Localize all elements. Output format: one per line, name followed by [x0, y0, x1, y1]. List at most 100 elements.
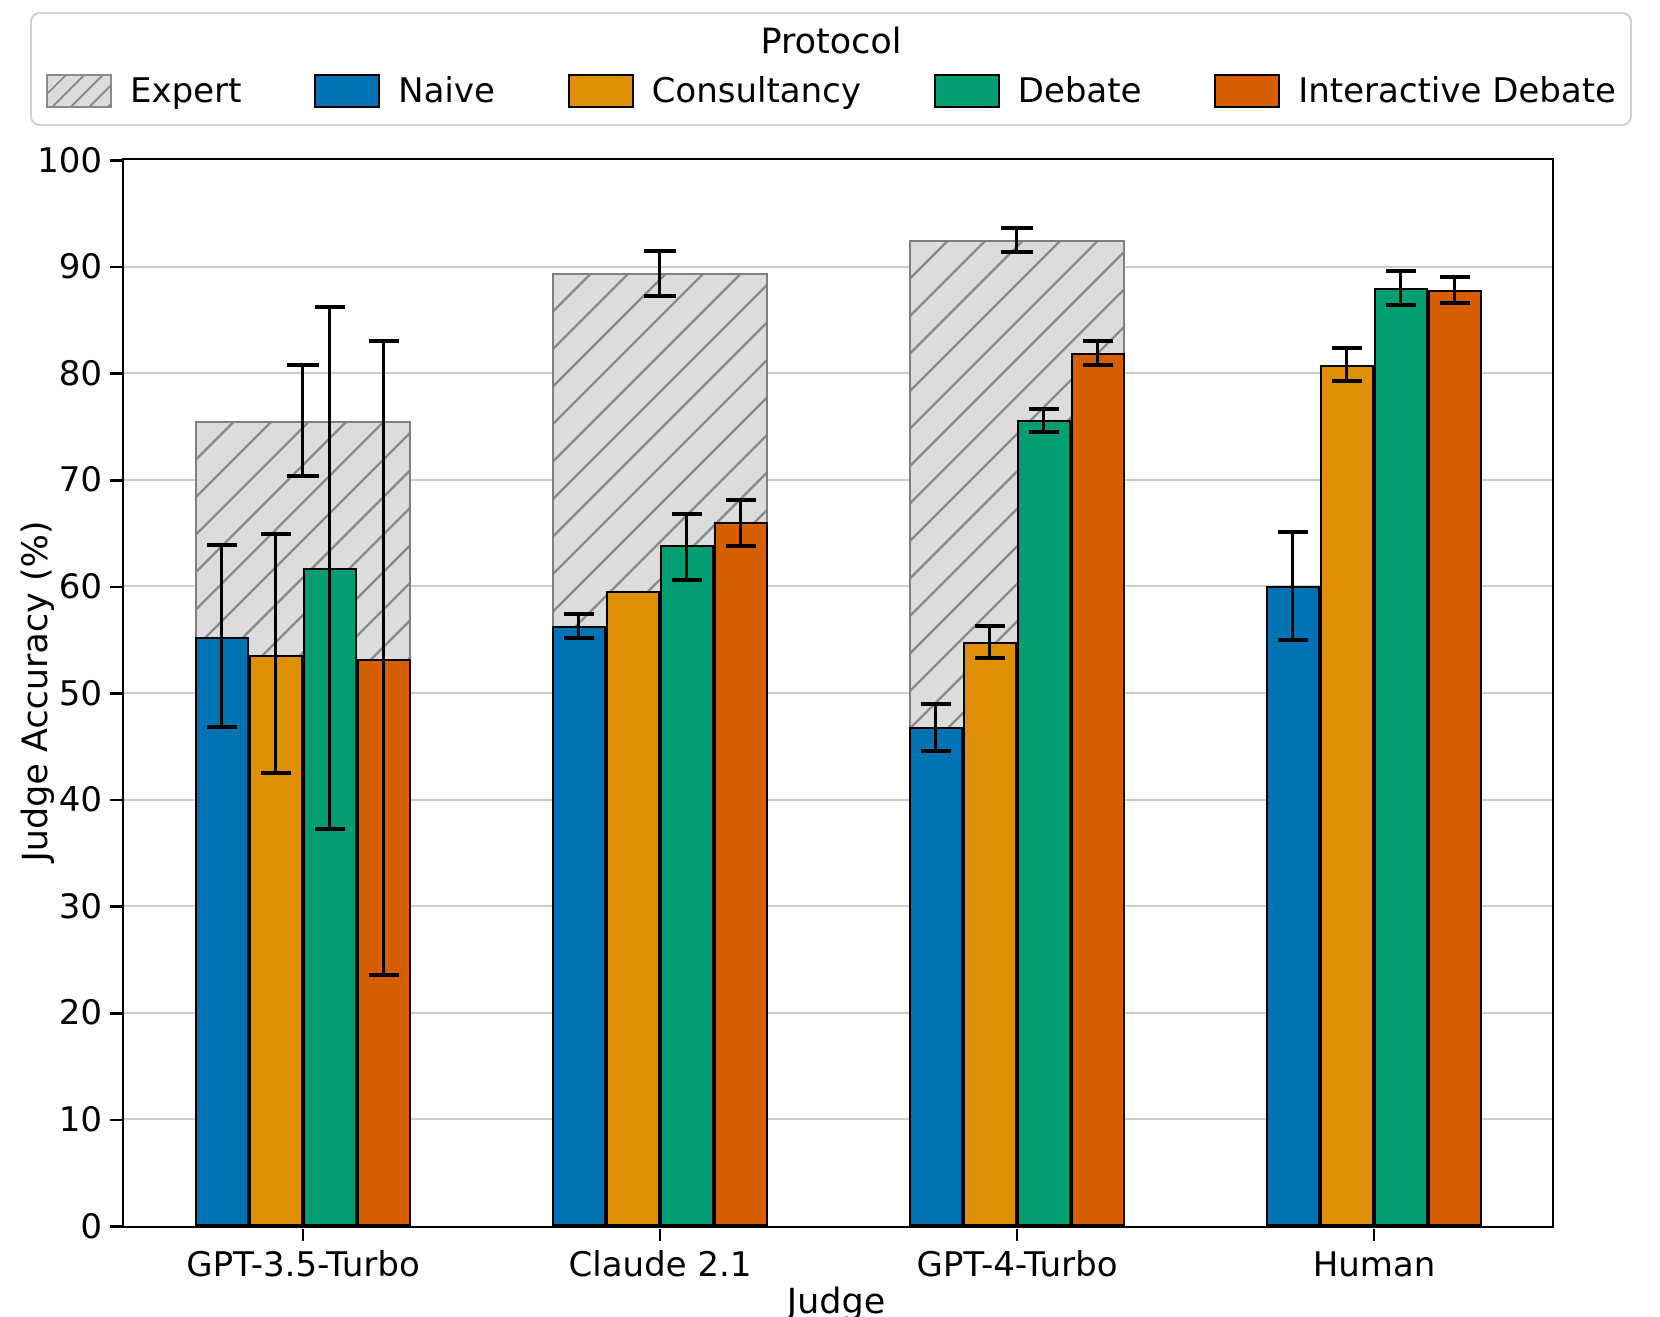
bar-naive-gpt-3-5-turbo	[194, 636, 249, 1226]
errorbar-consultancy-gpt-4-turbo-cap-bottom	[974, 655, 1005, 660]
plot-area	[122, 158, 1554, 1228]
y-tick-label: 50	[58, 673, 102, 714]
legend-label: Consultancy	[651, 71, 861, 111]
legend-swatch-naive-icon	[314, 74, 381, 108]
y-tick-100	[110, 159, 122, 162]
errorbar-naive-claude-2-1-line	[576, 614, 581, 638]
legend: Protocol Expert Naive Consultancy Debate Int…	[30, 12, 1632, 126]
bar-interactive-debate-claude-2-1	[713, 522, 768, 1226]
x-tick-gpt-3-5-turbo	[301, 1229, 305, 1241]
gridline-70	[124, 478, 1552, 481]
errorbar-expert-gpt-3-5-turbo-cap-top	[286, 362, 319, 367]
errorbar-consultancy-gpt-4-turbo-line	[987, 625, 992, 658]
errorbar-debate-gpt-3-5-turbo-cap-top	[314, 305, 345, 310]
y-tick-label: 20	[58, 993, 102, 1034]
errorbar-naive-human-cap-bottom	[1277, 637, 1308, 642]
y-tick-70	[110, 479, 122, 482]
errorbar-naive-gpt-4-turbo-cap-bottom	[920, 748, 951, 753]
errorbar-debate-human-line	[1398, 270, 1403, 305]
errorbar-consultancy-human-cap-top	[1331, 345, 1362, 350]
errorbar-expert-gpt-3-5-turbo-cap-bottom	[286, 473, 319, 478]
errorbar-consultancy-gpt-3-5-turbo-cap-bottom	[260, 770, 291, 775]
y-tick-label: 10	[58, 1099, 102, 1140]
legend-entry-consultancy: Consultancy	[567, 71, 861, 111]
errorbar-debate-claude-2-1-line	[684, 513, 689, 580]
y-tick-label: 90	[58, 247, 102, 288]
errorbar-debate-gpt-3-5-turbo-cap-bottom	[314, 827, 345, 832]
x-tick-label-claude-2-1: Claude 2.1	[568, 1245, 752, 1285]
bar-naive-gpt-4-turbo	[908, 727, 963, 1226]
errorbar-expert-claude-2-1-cap-top	[643, 248, 676, 253]
y-tick-80	[110, 372, 122, 375]
y-tick-50	[110, 692, 122, 695]
y-tick-label: 0	[80, 1206, 102, 1247]
x-tick-claude-2-1	[658, 1229, 662, 1241]
gridline-10	[124, 1118, 1552, 1121]
gridline-30	[124, 905, 1552, 908]
legend-title: Protocol	[760, 22, 902, 62]
x-tick-label-gpt-3-5-turbo: GPT-3.5-Turbo	[186, 1245, 420, 1285]
errorbar-expert-gpt-3-5-turbo-line	[300, 364, 305, 476]
x-tick-human	[1372, 1229, 1376, 1241]
y-tick-30	[110, 905, 122, 908]
x-tick-label-gpt-4-turbo: GPT-4-Turbo	[916, 1245, 1118, 1285]
errorbar-debate-gpt-3-5-turbo-line	[327, 307, 332, 830]
y-tick-90	[110, 265, 122, 269]
bar-naive-claude-2-1	[551, 625, 606, 1226]
y-tick-label: 60	[58, 566, 102, 607]
legend-entry-expert: Expert	[46, 71, 241, 111]
errorbar-consultancy-human-cap-bottom	[1331, 378, 1362, 383]
errorbar-naive-gpt-4-turbo-cap-top	[920, 701, 951, 706]
legend-swatch-consultancy-icon	[567, 74, 634, 108]
y-tick-label: 70	[58, 460, 102, 501]
gridline-40	[124, 798, 1552, 801]
legend-entries: Expert Naive Consultancy Debate Interactive …	[46, 68, 1616, 114]
gridline-50	[124, 692, 1552, 694]
errorbar-naive-gpt-3-5-turbo-line	[219, 544, 224, 728]
gridline-20	[124, 1011, 1552, 1014]
errorbar-interactive-debate-gpt-3-5-turbo-cap-bottom	[368, 973, 399, 978]
y-axis-label: Judge Accuracy (%)	[16, 520, 56, 862]
errorbar-naive-human-cap-top	[1277, 530, 1308, 535]
errorbar-naive-human-line	[1290, 532, 1295, 640]
errorbar-naive-claude-2-1-cap-bottom	[563, 635, 594, 640]
errorbar-debate-claude-2-1-cap-bottom	[671, 578, 702, 582]
errorbar-debate-human-cap-top	[1385, 268, 1416, 273]
errorbar-consultancy-gpt-3-5-turbo-cap-top	[260, 532, 291, 537]
errorbar-debate-claude-2-1-cap-top	[671, 511, 702, 516]
y-tick-10	[110, 1118, 122, 1122]
bar-consultancy-claude-2-1	[605, 590, 660, 1226]
bar-naive-human	[1265, 586, 1320, 1226]
x-tick-gpt-4-turbo	[1015, 1229, 1019, 1241]
errorbar-debate-human-cap-bottom	[1385, 302, 1416, 307]
errorbar-interactive-debate-human-cap-bottom	[1439, 300, 1470, 305]
y-tick-40	[110, 798, 122, 802]
legend-entry-naive: Naive	[314, 71, 495, 111]
bar-consultancy-gpt-4-turbo	[962, 641, 1017, 1226]
y-tick-label: 30	[58, 886, 102, 927]
errorbar-interactive-debate-gpt-3-5-turbo-cap-top	[368, 339, 399, 344]
x-axis-label: Judge	[786, 1282, 886, 1317]
errorbar-debate-gpt-4-turbo-line	[1041, 409, 1046, 432]
bar-interactive-debate-gpt-4-turbo	[1070, 352, 1125, 1226]
errorbar-expert-claude-2-1-line	[657, 250, 662, 297]
errorbar-interactive-debate-gpt-3-5-turbo-line	[381, 341, 386, 976]
y-tick-label: 40	[58, 780, 102, 821]
bar-debate-claude-2-1	[659, 544, 714, 1226]
errorbar-consultancy-gpt-4-turbo-cap-top	[974, 623, 1005, 628]
errorbar-interactive-debate-claude-2-1-cap-bottom	[725, 543, 756, 548]
errorbar-debate-gpt-4-turbo-cap-top	[1028, 407, 1059, 412]
errorbar-expert-gpt-4-turbo-line	[1014, 228, 1019, 252]
y-tick-label: 80	[58, 353, 102, 394]
errorbar-interactive-debate-gpt-4-turbo-cap-top	[1082, 339, 1113, 344]
y-tick-label: 100	[37, 140, 102, 181]
legend-entry-debate: Debate	[933, 71, 1142, 111]
errorbar-debate-gpt-4-turbo-cap-bottom	[1028, 429, 1059, 434]
legend-label: Interactive Debate	[1298, 71, 1616, 111]
errorbar-interactive-debate-human-line	[1452, 277, 1457, 303]
x-tick-label-human: Human	[1312, 1245, 1436, 1285]
y-tick-0	[110, 1225, 122, 1228]
errorbar-naive-gpt-3-5-turbo-cap-bottom	[206, 725, 237, 730]
y-tick-60	[110, 585, 122, 589]
